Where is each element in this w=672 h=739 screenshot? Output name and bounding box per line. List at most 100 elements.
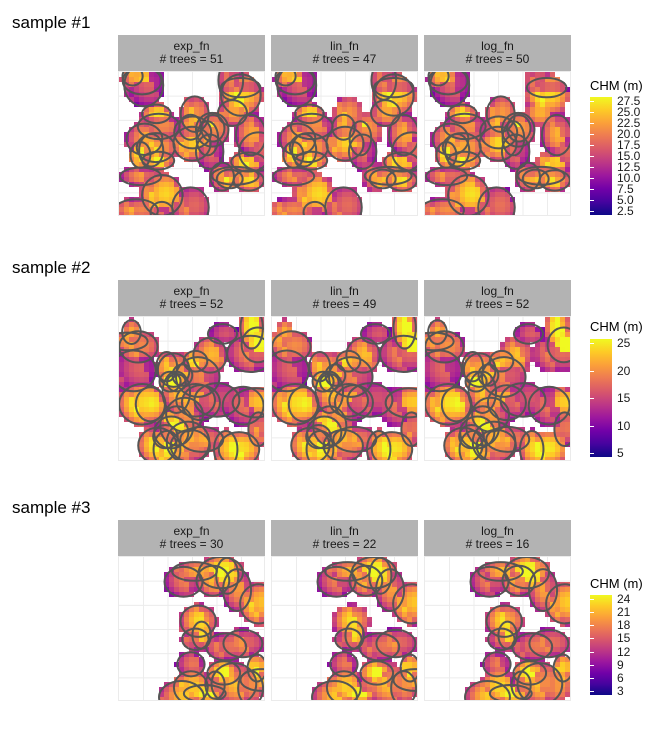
crown-outlines (158, 557, 264, 700)
tree-crown (240, 326, 264, 364)
tree-crown (195, 564, 231, 597)
tree-crown (477, 363, 500, 387)
tree-crown (158, 370, 182, 393)
tree-crown (246, 653, 264, 683)
legend-title: CHM (m) (590, 78, 643, 93)
legend-tick-mark (590, 200, 594, 201)
legend-tick-mark (590, 123, 594, 124)
chm-panel (424, 71, 571, 216)
legend-tick-label: 15 (617, 631, 631, 646)
legend-tick-mark (590, 625, 594, 627)
tree-crown (368, 168, 397, 190)
facet-method-label: exp_fn (173, 284, 210, 298)
tree-crown (178, 113, 203, 141)
chm-plot (272, 317, 417, 460)
facet-method-label: log_fn (481, 39, 514, 53)
facet-trees-label: # trees = 52 (465, 297, 530, 311)
facet-method-label: log_fn (481, 284, 514, 298)
tree-crown (366, 429, 392, 460)
tree-crown (488, 683, 533, 700)
legend-tick-mark (590, 370, 594, 372)
facet-method-label: exp_fn (173, 524, 210, 538)
tree-crown (447, 103, 478, 125)
tree-crown (440, 386, 472, 423)
tree-crown (425, 198, 465, 215)
tree-crown (119, 198, 159, 215)
tree-crown (287, 386, 319, 423)
facet-strip: log_fn # trees = 16 (424, 520, 571, 556)
crown-outlines (119, 317, 264, 460)
tree-crown (458, 429, 488, 460)
tree-crown (179, 95, 210, 133)
legend-tick-label: 15 (617, 391, 631, 405)
tree-crown (538, 169, 570, 192)
tree-crown (272, 330, 312, 364)
tree-crown (488, 349, 515, 373)
facet-trees-label: # trees = 22 (312, 537, 377, 551)
tree-crown (294, 103, 325, 125)
tree-crown (173, 115, 213, 150)
chm-plot (425, 72, 570, 215)
legend-tick-label: 2.5 (617, 204, 634, 218)
facet-trees-label: # trees = 51 (159, 52, 224, 66)
tree-crown (383, 151, 417, 173)
tree-crown (324, 186, 363, 215)
chm-panel (118, 556, 265, 701)
tree-crown (348, 564, 384, 597)
chm-panel (118, 316, 265, 461)
legend-title: CHM (m) (590, 576, 643, 591)
legend-tick-label: 17.5 (617, 138, 641, 152)
legend-tick-label: 15.0 (617, 149, 641, 163)
tree-crown (325, 670, 362, 700)
tree-crown (215, 168, 244, 190)
tree-crown (481, 356, 527, 398)
facet-trees-label: # trees = 50 (465, 52, 530, 66)
tree-crown (237, 670, 264, 700)
facet-trees-label: # trees = 52 (159, 297, 224, 311)
legend-tick-label: 24 (617, 592, 631, 606)
tree-crown (475, 429, 517, 460)
tree-crown (328, 356, 374, 398)
facet-strip: exp_fn # trees = 52 (118, 280, 265, 316)
tree-crown (171, 186, 210, 215)
tree-crown (442, 112, 487, 141)
tree-crown (527, 385, 570, 426)
legend-tick-label: 12 (617, 644, 631, 659)
legend-tick-label: 5 (617, 446, 624, 460)
legend-tick-mark (590, 677, 594, 679)
tree-crown (425, 331, 455, 352)
tree-crown (234, 113, 264, 157)
tree-crown (276, 72, 318, 108)
tree-crown (311, 370, 335, 393)
tree-crown (525, 77, 568, 99)
facet-strip: lin_fn # trees = 22 (271, 520, 418, 556)
tree-crown (171, 561, 218, 582)
tree-crown (194, 111, 230, 148)
tree-crown (375, 628, 417, 659)
legend-tick-mark (590, 343, 594, 344)
facet-strip: lin_fn # trees = 49 (271, 280, 418, 316)
tree-crown (324, 561, 371, 582)
legend-tick-mark (590, 178, 594, 179)
sample-title: sample #3 (12, 498, 91, 517)
tree-crown (329, 651, 359, 678)
tree-crown (169, 429, 211, 460)
facet-method-label: lin_fn (330, 284, 359, 298)
facet-trees-label: # trees = 47 (312, 52, 377, 66)
tree-crown (121, 72, 144, 87)
tree-crown (429, 72, 471, 108)
tree-crown (345, 336, 381, 374)
tree-crown (324, 363, 347, 387)
tree-crown (346, 382, 394, 418)
legend-tick-mark (590, 425, 594, 427)
colorbar (590, 595, 612, 695)
facet-trees-label: # trees = 49 (312, 297, 377, 311)
chm-panel (424, 316, 571, 461)
legend-tick-mark (590, 453, 594, 454)
tree-crown (219, 73, 262, 117)
tree-crown (500, 133, 531, 170)
tree-crown (175, 356, 221, 398)
tree-crown (231, 387, 264, 419)
legend-tick-mark (590, 664, 594, 666)
legend-tick-label: 18 (617, 618, 631, 633)
